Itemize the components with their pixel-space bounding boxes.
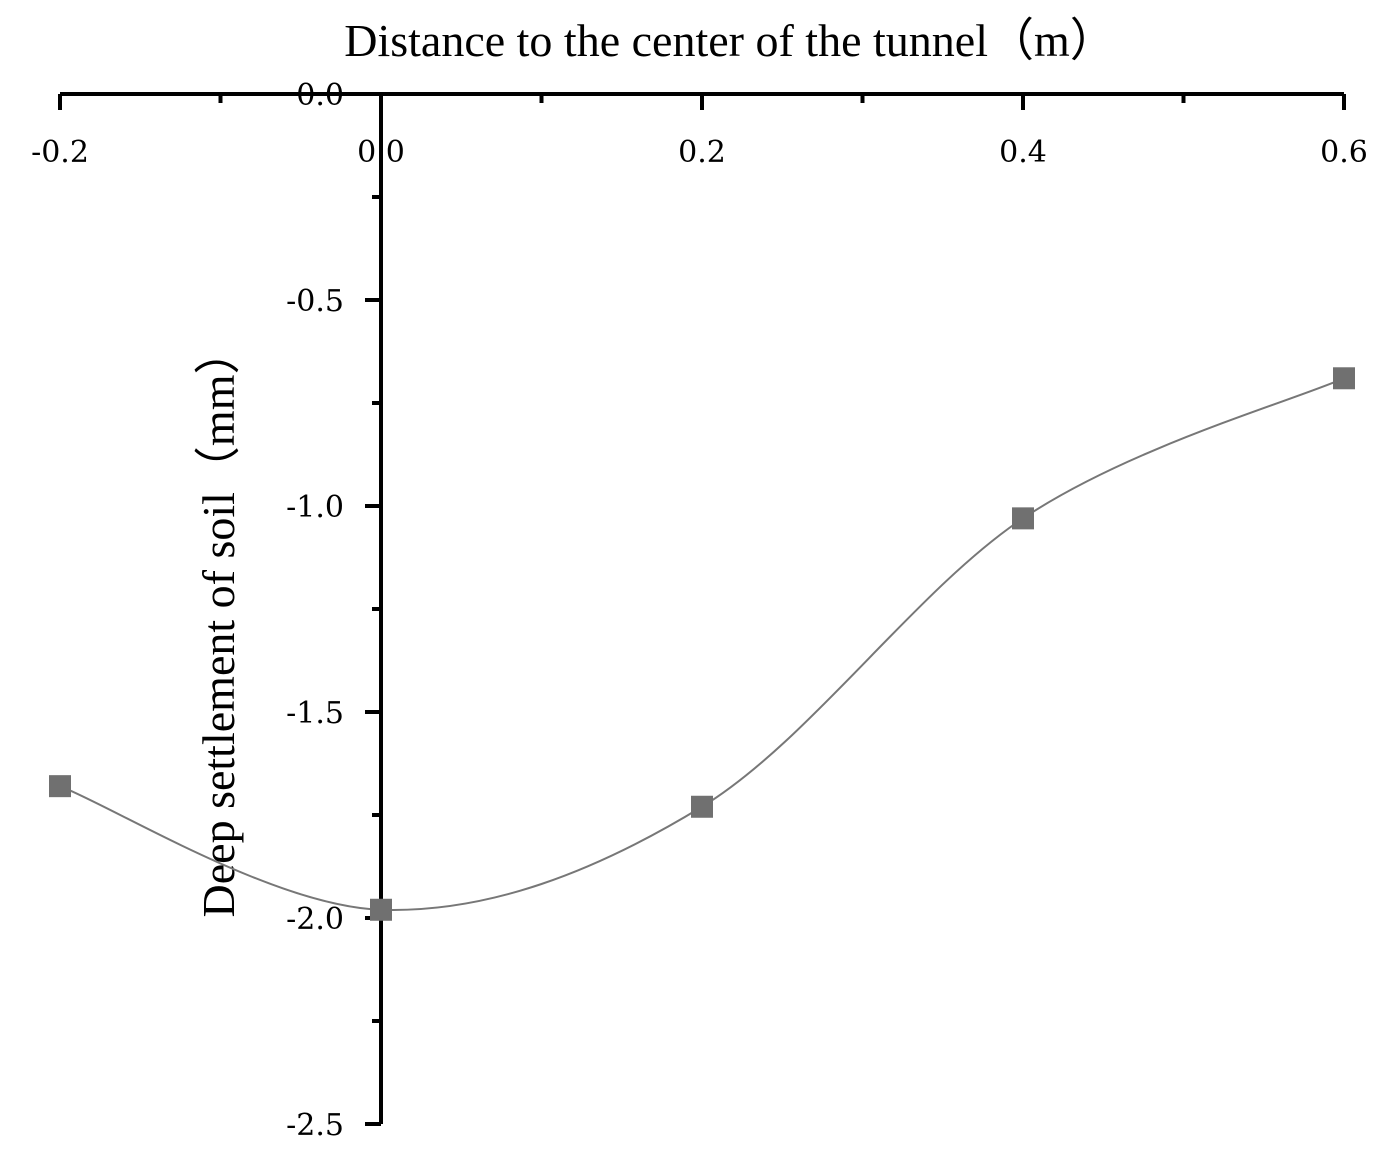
data-point-marker	[1012, 507, 1034, 530]
x-axis-title: Distance to the center of the tunnel（m）	[344, 15, 1116, 66]
series-line	[59, 377, 1345, 911]
y-tick-label: -1.0	[286, 490, 344, 525]
data-point-marker	[691, 795, 713, 818]
axes: -0.2 0.0 0.2 0.4 0.6 0.0 -0.5 -1.0 -1.5 -2.0 -2.5	[31, 78, 1368, 1143]
data-point-marker	[1333, 367, 1355, 390]
data-point-marker	[370, 898, 392, 921]
x-tick-label: -0.2	[31, 135, 89, 170]
x-tick-label: 0.2	[678, 135, 726, 170]
y-tick-label: -2.5	[286, 1108, 344, 1143]
x-tick-label: 0.0	[357, 135, 405, 170]
series	[49, 367, 1355, 921]
y-tick-label: -1.5	[286, 696, 344, 731]
data-point-marker	[49, 775, 71, 798]
y-axis-title: Deep settlement of soil（mm）	[193, 329, 244, 918]
y-tick-label: -2.0	[286, 902, 344, 937]
y-tick-label: -0.5	[286, 284, 344, 319]
y-tick-label: 0.0	[296, 78, 344, 113]
x-tick-label: 0.4	[999, 135, 1047, 170]
x-tick-label: 0.6	[1320, 135, 1368, 170]
